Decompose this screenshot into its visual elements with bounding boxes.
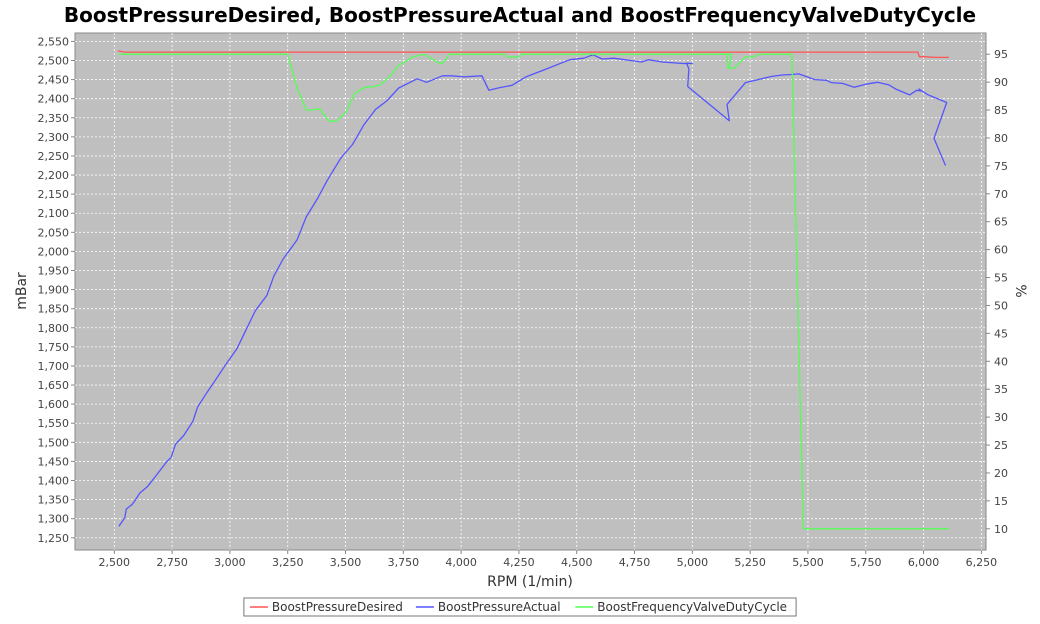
x-tick-label: 2,750 [156,556,188,569]
y2-tick-label: 55 [994,272,1008,285]
legend-label: BoostPressureActual [438,600,561,614]
x-tick-label: 3,500 [330,556,362,569]
series-lines [117,50,949,530]
y-tick-label: 2,500 [38,54,70,67]
y-tick-label: 1,900 [38,284,70,297]
y2-tick-label: 20 [994,467,1008,480]
y-tick-label: 2,200 [38,169,70,182]
x-tick-label: 6,000 [908,556,940,569]
y-tick-label: 1,550 [38,417,70,430]
y2-tick-label: 40 [994,355,1008,368]
y-tick-label: 2,050 [38,226,70,239]
y2-tick-label: 95 [994,48,1008,61]
y2-tick-label: 90 [994,76,1008,89]
x-tick-label: 5,750 [850,556,882,569]
series-line-boostfrequencyvalvedutycycle [118,53,949,530]
x-tick-label: 5,250 [734,556,766,569]
y2-tick-label: 25 [994,439,1008,452]
legend-label: BoostFrequencyValveDutyCycle [597,600,787,614]
y-tick-label: 2,300 [38,131,70,144]
y-tick-label: 2,000 [38,245,70,258]
y-tick-label: 1,350 [38,494,70,507]
y2-tick-label: 75 [994,160,1008,173]
y2-tick-label: 45 [994,327,1008,340]
x-axis-title: RPM (1/min) [487,574,573,590]
y-tick-label: 1,700 [38,360,70,373]
y-tick-label: 1,750 [38,341,70,354]
x-tick-label: 4,500 [561,556,593,569]
y-tick-label: 2,450 [38,74,70,87]
series-line-boostpressuredesired [117,50,949,59]
x-tick-label: 3,750 [388,556,420,569]
x-tick-label: 4,250 [503,556,535,569]
y-tick-label: 1,450 [38,455,70,468]
x-tick-label: 5,000 [677,556,709,569]
y-tick-label: 2,350 [38,112,70,125]
y-axis-ticks: 1,250 1,300 1,350 1,400 1,450 1,500 1,550 1,600… [38,35,75,545]
y-tick-label: 2,400 [38,93,70,106]
x-tick-label: 3,250 [272,556,304,569]
y-tick-label: 1,400 [38,475,70,488]
x-tick-label: 6,250 [966,556,998,569]
y2-tick-label: 60 [994,244,1008,257]
y-tick-label: 1,650 [38,379,70,392]
legend: BoostPressureDesired BoostPressureActual B… [243,597,797,617]
x-tick-label: 4,000 [445,556,477,569]
y-tick-label: 1,600 [38,398,70,411]
y2-tick-label: 80 [994,132,1008,145]
y2-axis-ticks: 10 15 20 25 30 35 40 45 50 55 60 65 70 75 80 85 90 95 [986,48,1008,536]
y-tick-label: 2,100 [38,207,70,220]
y2-axis-title: % [1012,284,1028,297]
y-axis-title: mBar [14,272,30,310]
y-tick-label: 1,250 [38,532,70,545]
y2-tick-label: 15 [994,495,1008,508]
x-tick-label: 3,000 [214,556,246,569]
y2-tick-label: 30 [994,411,1008,424]
y2-tick-label: 85 [994,104,1008,117]
plot-area [74,32,987,551]
x-tick-label: 2,500 [99,556,131,569]
y-tick-label: 1,850 [38,303,70,316]
x-tick-label: 5,500 [792,556,824,569]
y-tick-label: 1,300 [38,513,70,526]
y2-tick-label: 35 [994,383,1008,396]
x-tick-label: 4,750 [619,556,651,569]
y-tick-label: 1,950 [38,264,70,277]
legend-box [243,597,797,617]
legend-label: BoostPressureDesired [272,600,403,614]
y-tick-label: 1,500 [38,436,70,449]
series-line-boostpressureactual [118,54,948,527]
y-tick-label: 2,550 [38,35,70,48]
y2-tick-label: 70 [994,188,1008,201]
y2-tick-label: 10 [994,523,1008,536]
x-axis-ticks: 2,500 2,750 3,000 3,250 3,500 3,750 4,000 4,250… [99,550,998,569]
y-tick-label: 2,150 [38,188,70,201]
chart-title: BoostPressureDesired, BoostPressureActua… [64,3,976,27]
y2-tick-label: 65 [994,216,1008,229]
y-tick-label: 1,800 [38,322,70,335]
y-tick-label: 2,250 [38,150,70,163]
y2-tick-label: 50 [994,299,1008,312]
